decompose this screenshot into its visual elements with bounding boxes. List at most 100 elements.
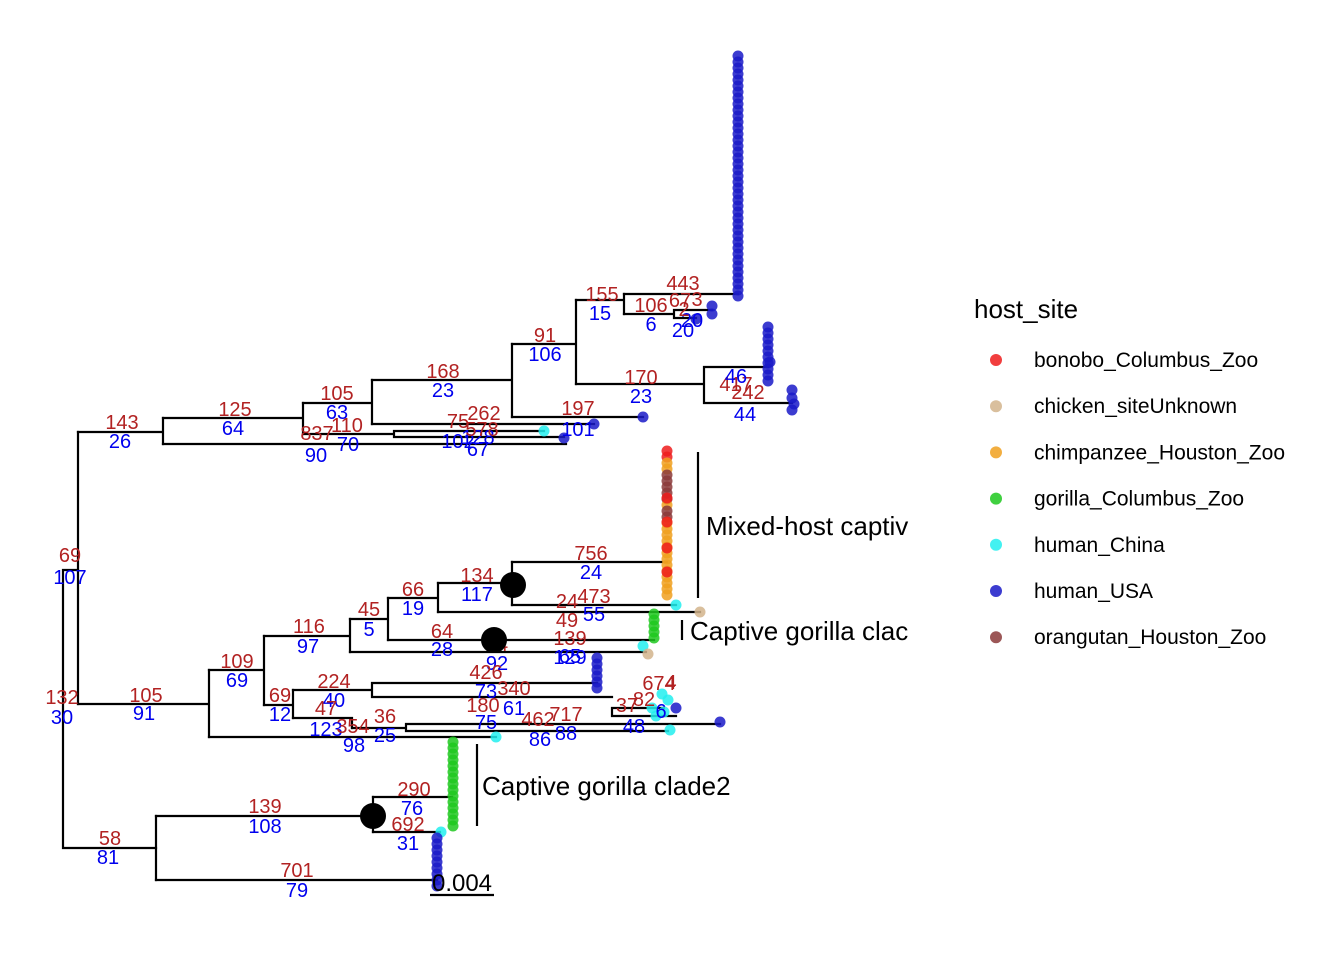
node-label-upper: 69 (269, 685, 291, 707)
branch (386, 581, 440, 614)
node-label-lower: 107 (53, 567, 86, 589)
tip-point (661, 516, 673, 528)
node-label-lower: 63 (326, 402, 348, 424)
node-label-lower: 26 (109, 431, 131, 453)
node-label-lower: 30 (51, 707, 73, 729)
node-label-upper: 168 (426, 361, 459, 383)
node-label-upper: 66 (402, 579, 424, 601)
node-label-upper: 82 (633, 689, 655, 711)
node-label-upper: 105 (320, 383, 353, 405)
node-label-lower: 20 (681, 310, 703, 332)
tip-point (637, 640, 649, 652)
node-label-upper: 116 (293, 616, 325, 638)
tip-point (786, 384, 798, 396)
node-label-lower: 23 (432, 380, 454, 402)
branch (76, 416, 165, 446)
node-label-upper: 443 (666, 273, 699, 295)
node-label-lower: 6 (645, 314, 656, 336)
node-label-upper: 75 (447, 411, 469, 433)
node-label-upper: 197 (561, 398, 594, 420)
node-label-upper: 110 (331, 415, 363, 437)
node-label-upper: 155 (585, 284, 618, 306)
node-label-lower: 5 (363, 619, 374, 641)
branch (262, 617, 352, 654)
node-label-lower: 102 (441, 431, 474, 453)
branch (207, 634, 266, 707)
node-label-lower: 123 (309, 719, 342, 741)
node-label-lower: 19 (402, 598, 424, 620)
node-label-lower: 15 (589, 303, 611, 325)
clade-node-marker (360, 803, 386, 829)
branch (348, 596, 390, 642)
node-label-upper: 105 (129, 685, 162, 707)
node-label-upper: 4 (665, 672, 676, 694)
node-label-upper: 143 (105, 412, 138, 434)
node-label-lower: 46 (725, 366, 747, 388)
tip-point (648, 632, 660, 644)
node-labels: 6910714326132305881125641056383790110701… (45, 273, 764, 902)
node-label-lower: 73 (475, 681, 497, 703)
node-label-upper: 417 (719, 374, 752, 396)
node-label-lower: 90 (305, 445, 327, 467)
tip-point (558, 432, 570, 444)
branch (574, 365, 794, 405)
node-label-lower: 23 (630, 386, 652, 408)
node-label-upper: 170 (624, 367, 657, 389)
tip-point (658, 706, 670, 718)
node-label-lower: 55 (583, 604, 605, 626)
node-label-upper: 180 (466, 695, 499, 717)
tip-point (661, 542, 673, 554)
tip-point (670, 702, 682, 714)
node-label-upper: 91 (534, 325, 556, 347)
legend: host_site bonobo_Columbus_Zoo chicken_sit… (974, 294, 1285, 649)
tip-point (662, 694, 674, 706)
legend-label: chimpanzee_Houston_Zoo (1034, 441, 1285, 464)
legend-label: bonobo_Columbus_Zoo (1034, 349, 1258, 372)
node-label-lower: 20 (672, 320, 694, 342)
tip-point (661, 589, 673, 601)
legend-label: orangutan_Houston_Zoo (1034, 626, 1266, 649)
node-label-lower: 61 (503, 698, 525, 720)
node-label-upper: 45 (358, 599, 380, 621)
node-label-lower: 64 (222, 418, 244, 440)
node-label-lower: 76 (401, 798, 423, 820)
tip-point (591, 682, 603, 694)
branch (370, 342, 514, 419)
tip-points (431, 50, 800, 892)
node-label-lower: 106 (528, 344, 561, 366)
scale-bar-label: 0.004 (432, 870, 492, 897)
node-label-upper: 2 (678, 299, 689, 321)
node-label-upper: 132 (45, 687, 78, 709)
node-label-lower: 86 (529, 729, 551, 751)
node-label-upper: 354 (336, 716, 369, 738)
tip-point (661, 566, 673, 578)
node-label-upper: 717 (549, 704, 582, 726)
node-label-lower: 24 (580, 562, 602, 584)
node-label-upper: 125 (218, 399, 251, 421)
node-label-lower: 6 (655, 701, 666, 723)
node-label-upper: 340 (497, 678, 530, 700)
branch (262, 688, 295, 720)
tip-point (732, 290, 744, 302)
tip-point (588, 418, 600, 430)
tip-point (447, 820, 459, 832)
node-label-upper: 756 (574, 543, 607, 565)
legend-label: human_USA (1034, 580, 1153, 603)
tip-point (538, 425, 550, 437)
node-label-upper: 674 (642, 673, 675, 695)
legend-title: host_site (974, 294, 1078, 324)
node-label-lower: 117 (461, 584, 493, 606)
node-label-lower: 67 (467, 439, 489, 461)
node-label-lower: 81 (97, 847, 119, 869)
branch (301, 378, 374, 426)
node-label-upper: 692 (391, 814, 424, 836)
node-label-upper: 139 (553, 628, 586, 650)
branch (574, 292, 626, 316)
node-label-lower: 70 (337, 434, 359, 456)
node-label-upper: 64 (431, 621, 453, 643)
node-label-upper: 37 (616, 695, 638, 717)
clade-node-marker (500, 572, 526, 598)
node-label-lower: 12 (269, 704, 291, 726)
node-label-upper: 837 (300, 423, 333, 445)
